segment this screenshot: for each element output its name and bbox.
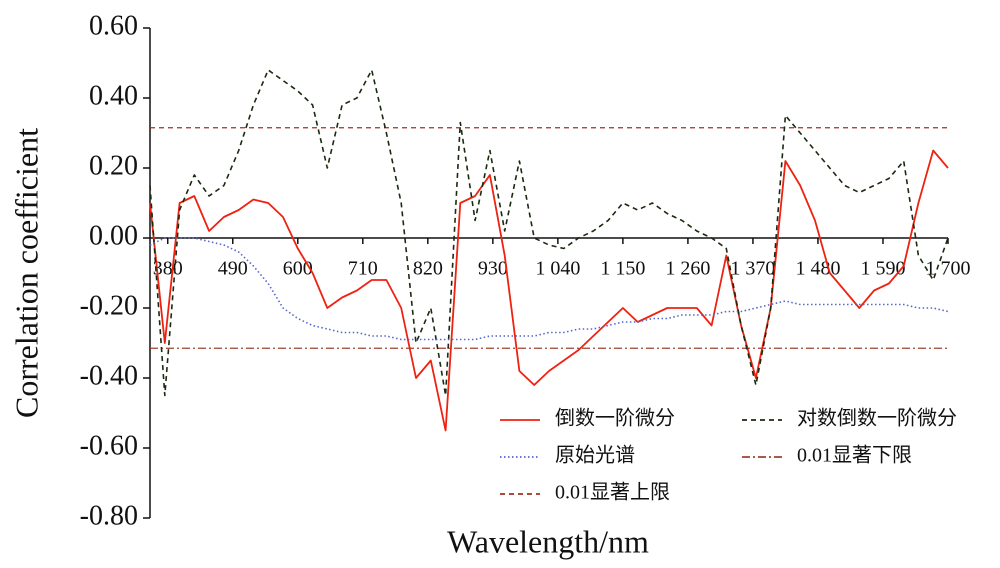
y-tick-label: -0.40 bbox=[80, 360, 138, 391]
y-tick-label: -0.80 bbox=[80, 500, 138, 531]
x-tick-label: 1 480 bbox=[795, 258, 840, 280]
series-line bbox=[149, 237, 949, 341]
y-tick-label: 0.40 bbox=[89, 80, 138, 111]
x-tick-label: 1 150 bbox=[600, 258, 645, 280]
series-line bbox=[149, 69, 949, 397]
x-tick-label: 710 bbox=[348, 258, 378, 280]
y-tick-label: 0.00 bbox=[89, 220, 138, 251]
x-tick-label: 1 040 bbox=[535, 258, 580, 280]
x-tick-label: 600 bbox=[283, 258, 313, 280]
x-tick-label: 1 370 bbox=[730, 258, 775, 280]
y-tick-label: -0.20 bbox=[80, 290, 138, 321]
x-tick-label: 490 bbox=[218, 258, 248, 280]
y-tick-label: -0.60 bbox=[80, 430, 138, 461]
legend-label: 原始光谱 bbox=[555, 444, 635, 467]
legend-label: 对数倒数一阶微分 bbox=[797, 407, 957, 430]
x-tick-label: 1 260 bbox=[665, 258, 710, 280]
legend-label: 0.01显著下限 bbox=[797, 444, 912, 467]
series-line bbox=[149, 149, 949, 432]
y-tick-label: 0.20 bbox=[89, 150, 138, 181]
y-axis-title: Correlation coefficient bbox=[8, 128, 44, 418]
x-tick-label: 1 700 bbox=[926, 258, 971, 280]
legend-label: 0.01显著上限 bbox=[555, 481, 670, 504]
x-tick-label: 1 590 bbox=[860, 258, 905, 280]
legend-label: 倒数一阶微分 bbox=[555, 407, 675, 430]
y-tick-label: 0.60 bbox=[89, 10, 138, 41]
x-tick-label: 820 bbox=[413, 258, 443, 280]
x-axis-title: Wavelength/nm bbox=[447, 523, 649, 559]
x-tick-label: 930 bbox=[478, 258, 508, 280]
